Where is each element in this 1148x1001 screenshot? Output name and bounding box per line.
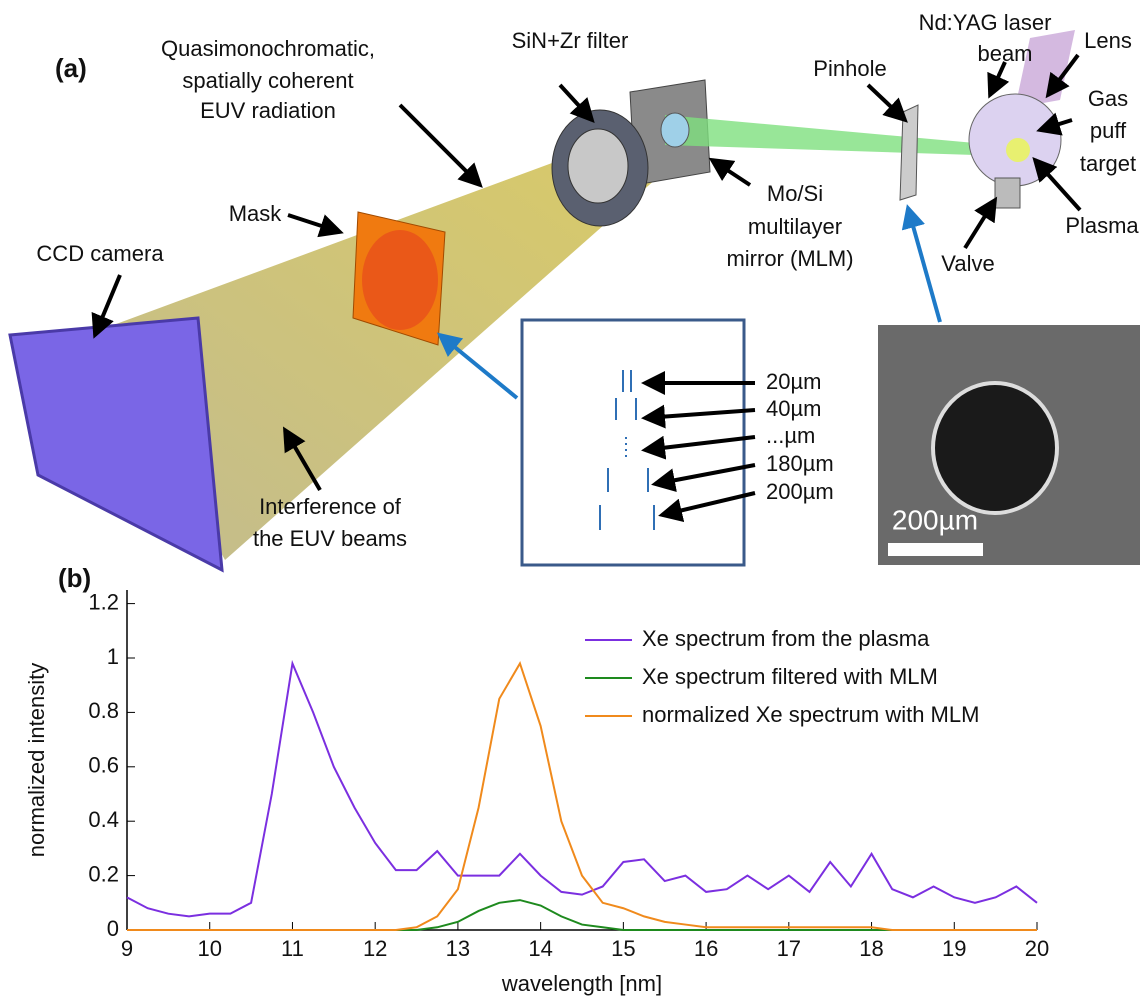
y-tick-label: 0.2 bbox=[88, 861, 119, 886]
label: CCD camera bbox=[36, 241, 164, 266]
x-tick-label: 18 bbox=[859, 936, 883, 961]
x-tick-label: 12 bbox=[363, 936, 387, 961]
legend-label: Xe spectrum filtered with MLM bbox=[642, 664, 938, 689]
valve bbox=[995, 178, 1020, 208]
y-tick-label: 1 bbox=[107, 644, 119, 669]
label: puff bbox=[1090, 118, 1127, 143]
y-tick-label: 0.8 bbox=[88, 698, 119, 723]
label: Pinhole bbox=[813, 56, 886, 81]
arrow bbox=[560, 85, 592, 120]
slit-label: ...µm bbox=[766, 423, 815, 448]
diagram: (a) Quasimonochromatic, spatially cohere… bbox=[10, 10, 1140, 593]
slit-label: 200µm bbox=[766, 479, 834, 504]
arrow bbox=[1035, 160, 1080, 210]
arrow bbox=[868, 85, 905, 120]
blue-arrow bbox=[908, 208, 940, 322]
label: target bbox=[1080, 151, 1136, 176]
pinhole-hole bbox=[933, 383, 1057, 513]
label: spatially coherent bbox=[182, 68, 353, 93]
label: Mo/Si bbox=[767, 181, 823, 206]
series-line bbox=[127, 900, 1037, 930]
y-tick-label: 0.4 bbox=[88, 807, 119, 832]
x-tick-label: 14 bbox=[528, 936, 552, 961]
x-tick-label: 11 bbox=[281, 936, 304, 961]
filter bbox=[568, 129, 628, 203]
panel-label: (a) bbox=[55, 53, 87, 83]
y-tick-label: 0 bbox=[107, 916, 119, 941]
figure: (a) Quasimonochromatic, spatially cohere… bbox=[0, 0, 1148, 1001]
arrow bbox=[990, 62, 1005, 95]
label: Mask bbox=[229, 201, 283, 226]
label: Gas bbox=[1088, 86, 1128, 111]
slit-label: 20µm bbox=[766, 369, 821, 394]
x-tick-label: 20 bbox=[1025, 936, 1049, 961]
label: Quasimonochromatic, bbox=[161, 36, 375, 61]
plasma bbox=[1006, 138, 1030, 162]
panel-label: (b) bbox=[58, 563, 91, 593]
arrow bbox=[400, 105, 480, 185]
y-axis-label: normalized intensity bbox=[24, 663, 49, 857]
blue-arrow bbox=[440, 335, 517, 398]
scale-bar bbox=[888, 543, 983, 556]
label: Lens bbox=[1084, 28, 1132, 53]
label: multilayer bbox=[748, 214, 842, 239]
label: Plasma bbox=[1065, 213, 1139, 238]
label: mirror (MLM) bbox=[726, 246, 853, 271]
y-tick-label: 1.2 bbox=[88, 589, 119, 614]
x-tick-label: 10 bbox=[197, 936, 221, 961]
mirror-spot bbox=[661, 113, 689, 147]
slit-label: 180µm bbox=[766, 451, 834, 476]
slit-label: 40µm bbox=[766, 396, 821, 421]
label: the EUV beams bbox=[253, 526, 407, 551]
label: Nd:YAG laser bbox=[919, 10, 1052, 35]
label: beam bbox=[977, 41, 1032, 66]
arrow bbox=[288, 215, 340, 232]
x-tick-label: 15 bbox=[611, 936, 635, 961]
scale-label: 200µm bbox=[892, 504, 978, 535]
x-tick-label: 16 bbox=[694, 936, 718, 961]
x-tick-label: 19 bbox=[942, 936, 966, 961]
ccd-camera bbox=[10, 318, 222, 570]
legend-label: Xe spectrum from the plasma bbox=[642, 626, 930, 651]
green-beam bbox=[665, 115, 975, 155]
label: SiN+Zr filter bbox=[512, 28, 629, 53]
x-tick-label: 9 bbox=[121, 936, 133, 961]
x-axis-label: wavelength [nm] bbox=[501, 971, 662, 996]
label: EUV radiation bbox=[200, 98, 336, 123]
mask-window bbox=[362, 230, 438, 330]
arrow bbox=[965, 200, 995, 248]
x-tick-label: 13 bbox=[446, 936, 470, 961]
legend-label: normalized Xe spectrum with MLM bbox=[642, 702, 979, 727]
x-tick-label: 17 bbox=[777, 936, 801, 961]
arrow bbox=[712, 160, 750, 185]
label: Valve bbox=[941, 251, 994, 276]
y-tick-label: 0.6 bbox=[88, 753, 119, 778]
label: Interference of bbox=[259, 494, 402, 519]
